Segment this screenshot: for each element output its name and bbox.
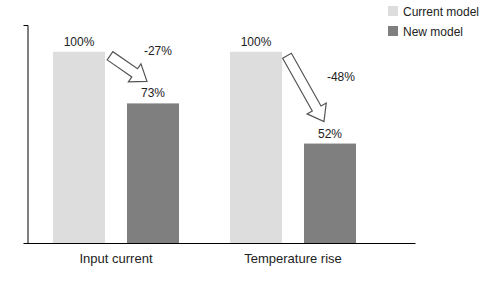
legend-label: Current model (403, 5, 479, 19)
annotation-text: -27% (144, 44, 172, 58)
legend-swatch (388, 26, 398, 36)
legend-item: Current model (388, 5, 479, 19)
x-tick: Temperature rise (244, 251, 342, 266)
legend-swatch (388, 6, 398, 16)
bar (230, 52, 282, 243)
y-axis (24, 26, 29, 244)
legend-label: New model (403, 25, 463, 39)
x-axis: Input current Temperature rise (28, 244, 416, 267)
annotations: -27% -48% (107, 44, 355, 121)
x-tick: Input current (80, 251, 153, 266)
legend-item: New model (388, 25, 463, 39)
bar (304, 144, 356, 243)
data-label: 100% (241, 35, 272, 49)
y-axis-line (24, 26, 29, 244)
annotation-text: -48% (327, 70, 355, 84)
annotation-arrow (283, 53, 327, 121)
x-tick-label: Input current (80, 251, 153, 266)
bars (53, 52, 356, 243)
data-label: 100% (64, 35, 95, 49)
chart: Input current Temperature rise 100% 100% 73%… (0, 0, 481, 286)
annotation-arrow (107, 52, 147, 82)
x-axis-line (28, 243, 416, 244)
data-label: 73% (141, 86, 165, 100)
bar (53, 52, 105, 243)
data-labels: 100% 100% 73% 52% (64, 35, 343, 141)
x-tick-label: Temperature rise (244, 251, 342, 266)
data-label: 52% (318, 127, 342, 141)
bar (127, 103, 179, 243)
legend: Current model New model (388, 5, 479, 39)
